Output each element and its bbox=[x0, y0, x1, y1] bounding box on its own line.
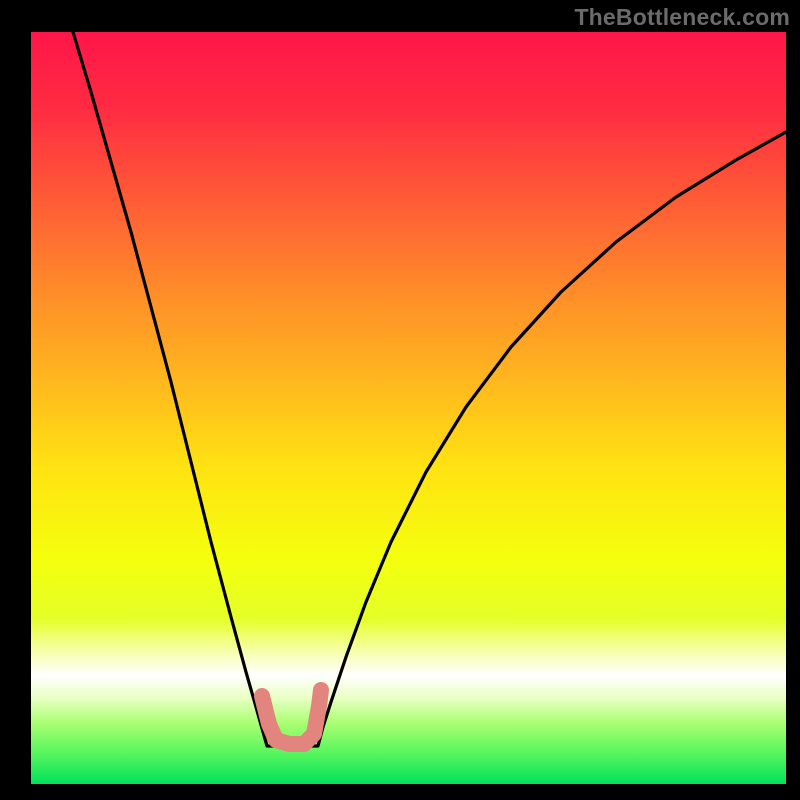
plot-area bbox=[31, 32, 786, 784]
watermark-text: TheBottleneck.com bbox=[574, 4, 790, 31]
bottleneck-curve bbox=[73, 32, 786, 746]
bottom-marker-u bbox=[262, 690, 321, 744]
curve-layer bbox=[31, 32, 786, 784]
chart-frame: TheBottleneck.com bbox=[0, 0, 800, 800]
